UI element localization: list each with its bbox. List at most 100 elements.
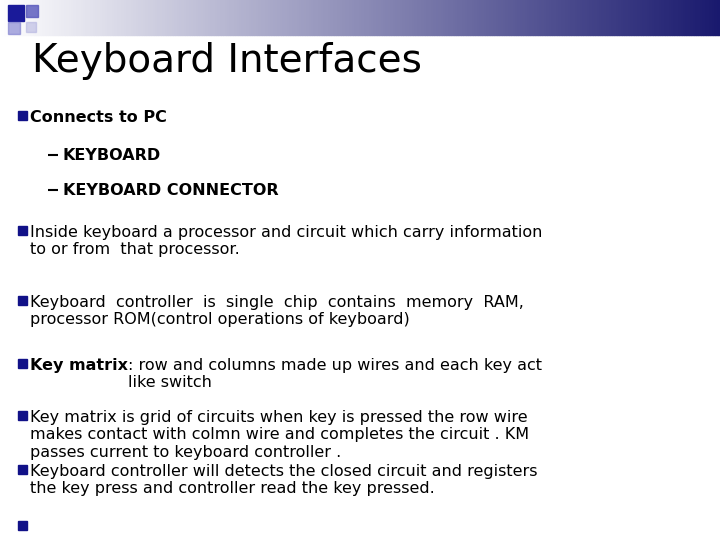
Bar <box>631 0 634 35</box>
Bar <box>578 0 581 35</box>
Bar <box>686 0 689 35</box>
Bar <box>211 0 214 35</box>
Bar <box>459 0 461 35</box>
Bar <box>413 0 415 35</box>
Bar <box>156 0 158 35</box>
Bar <box>495 0 497 35</box>
Bar <box>333 0 336 35</box>
Bar <box>18 226 27 235</box>
Bar <box>624 0 626 35</box>
Bar <box>18 111 27 120</box>
Bar <box>612 0 614 35</box>
Bar <box>153 0 156 35</box>
Bar <box>610 0 612 35</box>
Bar <box>513 0 516 35</box>
Bar <box>91 0 94 35</box>
Bar <box>281 0 283 35</box>
Bar <box>437 0 439 35</box>
Bar <box>693 0 696 35</box>
Bar <box>542 0 545 35</box>
Bar <box>540 0 542 35</box>
Bar <box>264 0 266 35</box>
Bar <box>17 0 19 35</box>
Bar <box>101 0 103 35</box>
Bar <box>554 0 557 35</box>
Bar <box>444 0 446 35</box>
Bar <box>331 0 333 35</box>
Bar <box>394 0 396 35</box>
Bar <box>312 0 315 35</box>
Bar <box>12 0 14 35</box>
Bar <box>89 0 91 35</box>
Bar <box>574 0 576 35</box>
Bar <box>274 0 276 35</box>
Bar <box>398 0 401 35</box>
Bar <box>559 0 562 35</box>
Bar <box>94 0 96 35</box>
Bar <box>317 0 319 35</box>
Bar <box>667 0 670 35</box>
Text: : row and columns made up wires and each key act
like switch: : row and columns made up wires and each… <box>128 358 542 390</box>
Bar <box>372 0 374 35</box>
Bar <box>689 0 691 35</box>
Bar <box>178 0 180 35</box>
Bar <box>310 0 312 35</box>
Bar <box>60 0 63 35</box>
Bar <box>86 0 89 35</box>
Bar <box>405 0 408 35</box>
Bar <box>307 0 310 35</box>
Bar <box>403 0 405 35</box>
Bar <box>355 0 358 35</box>
Bar <box>204 0 207 35</box>
Bar <box>490 0 492 35</box>
Bar <box>34 0 36 35</box>
Bar <box>499 0 502 35</box>
Bar <box>691 0 693 35</box>
Bar <box>528 0 531 35</box>
Bar <box>122 0 125 35</box>
Bar <box>300 0 302 35</box>
Bar <box>5 0 7 35</box>
Bar <box>571 0 574 35</box>
Bar <box>194 0 197 35</box>
Bar <box>420 0 423 35</box>
Bar <box>197 0 199 35</box>
Bar <box>713 0 715 35</box>
Text: KEYBOARD: KEYBOARD <box>63 148 161 163</box>
Bar <box>389 0 391 35</box>
Bar <box>362 0 365 35</box>
Bar <box>63 0 65 35</box>
Bar <box>432 0 434 35</box>
Bar <box>351 0 353 35</box>
Bar <box>492 0 495 35</box>
Bar <box>216 0 218 35</box>
Bar <box>293 0 295 35</box>
Bar <box>369 0 372 35</box>
Bar <box>473 0 475 35</box>
Bar <box>504 0 506 35</box>
Bar <box>672 0 675 35</box>
Bar <box>480 0 482 35</box>
Bar <box>585 0 588 35</box>
Bar <box>24 0 27 35</box>
Bar <box>139 0 142 35</box>
Bar <box>326 0 329 35</box>
Bar <box>482 0 485 35</box>
Bar <box>315 0 317 35</box>
Bar <box>297 0 300 35</box>
Bar <box>549 0 552 35</box>
Bar <box>70 0 72 35</box>
Bar <box>547 0 549 35</box>
Bar <box>410 0 413 35</box>
Bar <box>662 0 665 35</box>
Bar <box>221 0 223 35</box>
Bar <box>26 22 36 32</box>
Bar <box>72 0 74 35</box>
Bar <box>593 0 595 35</box>
Bar <box>706 0 708 35</box>
Bar <box>228 0 230 35</box>
Bar <box>45 0 48 35</box>
Bar <box>718 0 720 35</box>
Bar <box>120 0 122 35</box>
Bar <box>461 0 463 35</box>
